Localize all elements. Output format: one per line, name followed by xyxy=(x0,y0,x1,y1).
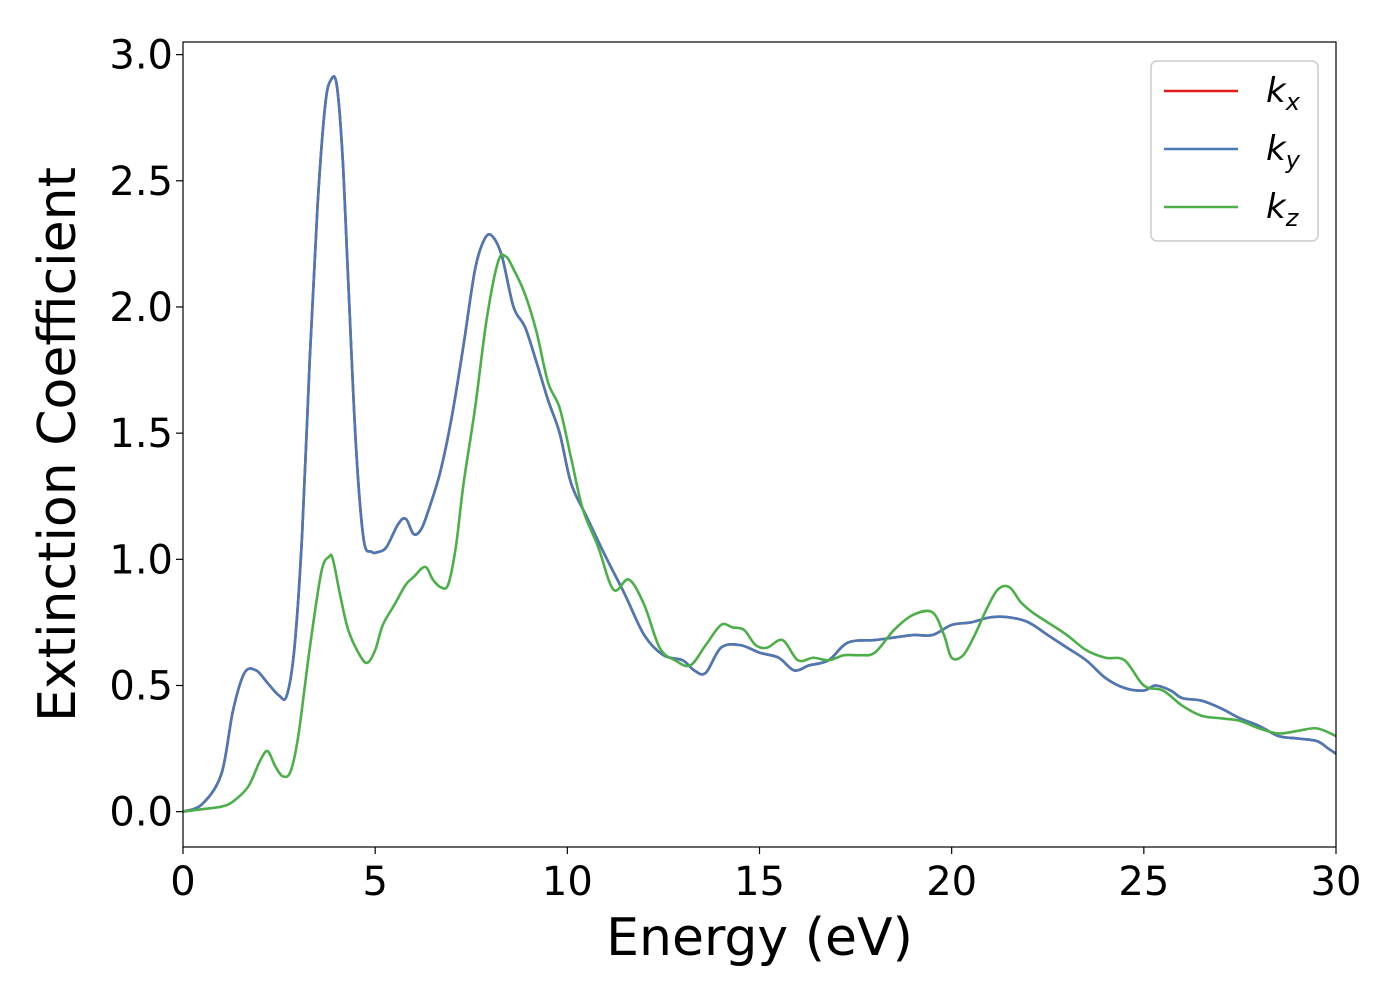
y-tick-label: 0.0 xyxy=(109,790,173,836)
y-axis-label: Extinction Coefficient xyxy=(28,167,88,722)
y-tick-label: 3.0 xyxy=(109,33,173,79)
x-tick-label: 15 xyxy=(734,859,785,905)
y-tick-label: 2.0 xyxy=(109,285,173,331)
y-axis-ticks: 0.0 0.5 1.0 1.5 2.0 2.5 3.0 xyxy=(109,33,183,836)
series-line-y xyxy=(183,75,1336,813)
legend-box xyxy=(1150,60,1319,242)
y-tick-label: 0.5 xyxy=(109,663,173,709)
x-axis-ticks: 0 5 10 15 20 25 30 xyxy=(170,847,1361,905)
legend-label-x: kx xyxy=(1266,71,1301,116)
series-layer xyxy=(183,75,1336,813)
plot-area xyxy=(183,42,1336,847)
y-tick-label: 1.0 xyxy=(109,537,173,583)
x-tick-label: 10 xyxy=(542,859,593,905)
legend-label-y: ky xyxy=(1266,129,1301,174)
y-tick-label: 1.5 xyxy=(109,411,173,457)
x-tick-label: 20 xyxy=(926,859,977,905)
legend-label-z: kz xyxy=(1266,187,1300,232)
x-tick-label: 0 xyxy=(170,859,195,905)
x-tick-label: 25 xyxy=(1118,859,1169,905)
y-tick-label: 2.5 xyxy=(109,159,173,205)
series-line-z xyxy=(183,253,1336,813)
x-axis-label: Energy (eV) xyxy=(606,908,913,968)
x-tick-label: 5 xyxy=(362,859,387,905)
x-tick-label: 30 xyxy=(1311,859,1362,905)
legend: kx ky kz xyxy=(1150,60,1319,242)
